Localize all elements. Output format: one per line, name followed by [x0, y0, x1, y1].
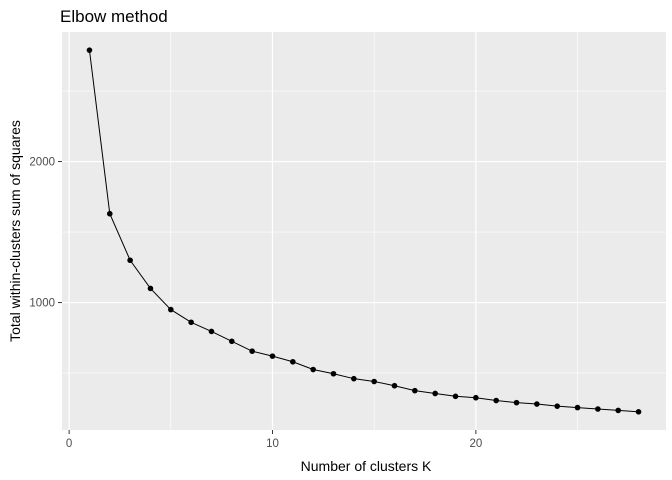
data-point [554, 403, 560, 409]
major-gridlines [62, 32, 666, 430]
data-point [310, 366, 316, 373]
data-point [615, 407, 622, 414]
y-tick-label: 1000 [29, 298, 55, 310]
data-point [371, 378, 377, 385]
data-point [147, 285, 154, 292]
data-point [493, 397, 499, 404]
series-line-group [88, 50, 639, 413]
y-tick-label: 2000 [29, 157, 55, 169]
data-point [269, 353, 276, 359]
data-point [635, 409, 642, 415]
y-axis-label: Total within-clusters sum of squares [7, 120, 23, 342]
x-tick-label: 10 [266, 438, 279, 450]
data-point [513, 399, 520, 406]
data-point [188, 319, 194, 326]
data-point [391, 382, 398, 389]
x-tick-label: 20 [469, 438, 482, 450]
data-point [86, 47, 93, 53]
minor-gridlines [62, 32, 666, 430]
data-point [574, 404, 581, 411]
data-point [412, 387, 418, 394]
data-point [168, 306, 174, 313]
y-axis-ticks: 1000 2000 [29, 157, 62, 310]
data-point [351, 375, 357, 382]
data-point [595, 406, 601, 412]
data-point [249, 348, 255, 354]
data-point [330, 370, 337, 377]
data-point [208, 328, 215, 335]
data-point [229, 338, 235, 345]
data-point [534, 401, 540, 407]
x-tick-label: 0 [66, 438, 72, 450]
data-point [432, 390, 438, 397]
chart-title: Elbow method [60, 7, 168, 26]
data-point [473, 394, 479, 401]
data-point [452, 393, 459, 400]
data-point [106, 210, 113, 217]
series-points-group [86, 47, 642, 415]
series-line [88, 50, 639, 413]
x-axis-ticks: 0 10 20 [66, 430, 482, 450]
data-point [290, 358, 296, 365]
data-point [127, 257, 133, 264]
x-axis-label: Number of clusters K [301, 458, 432, 474]
plot-panel [62, 32, 666, 430]
